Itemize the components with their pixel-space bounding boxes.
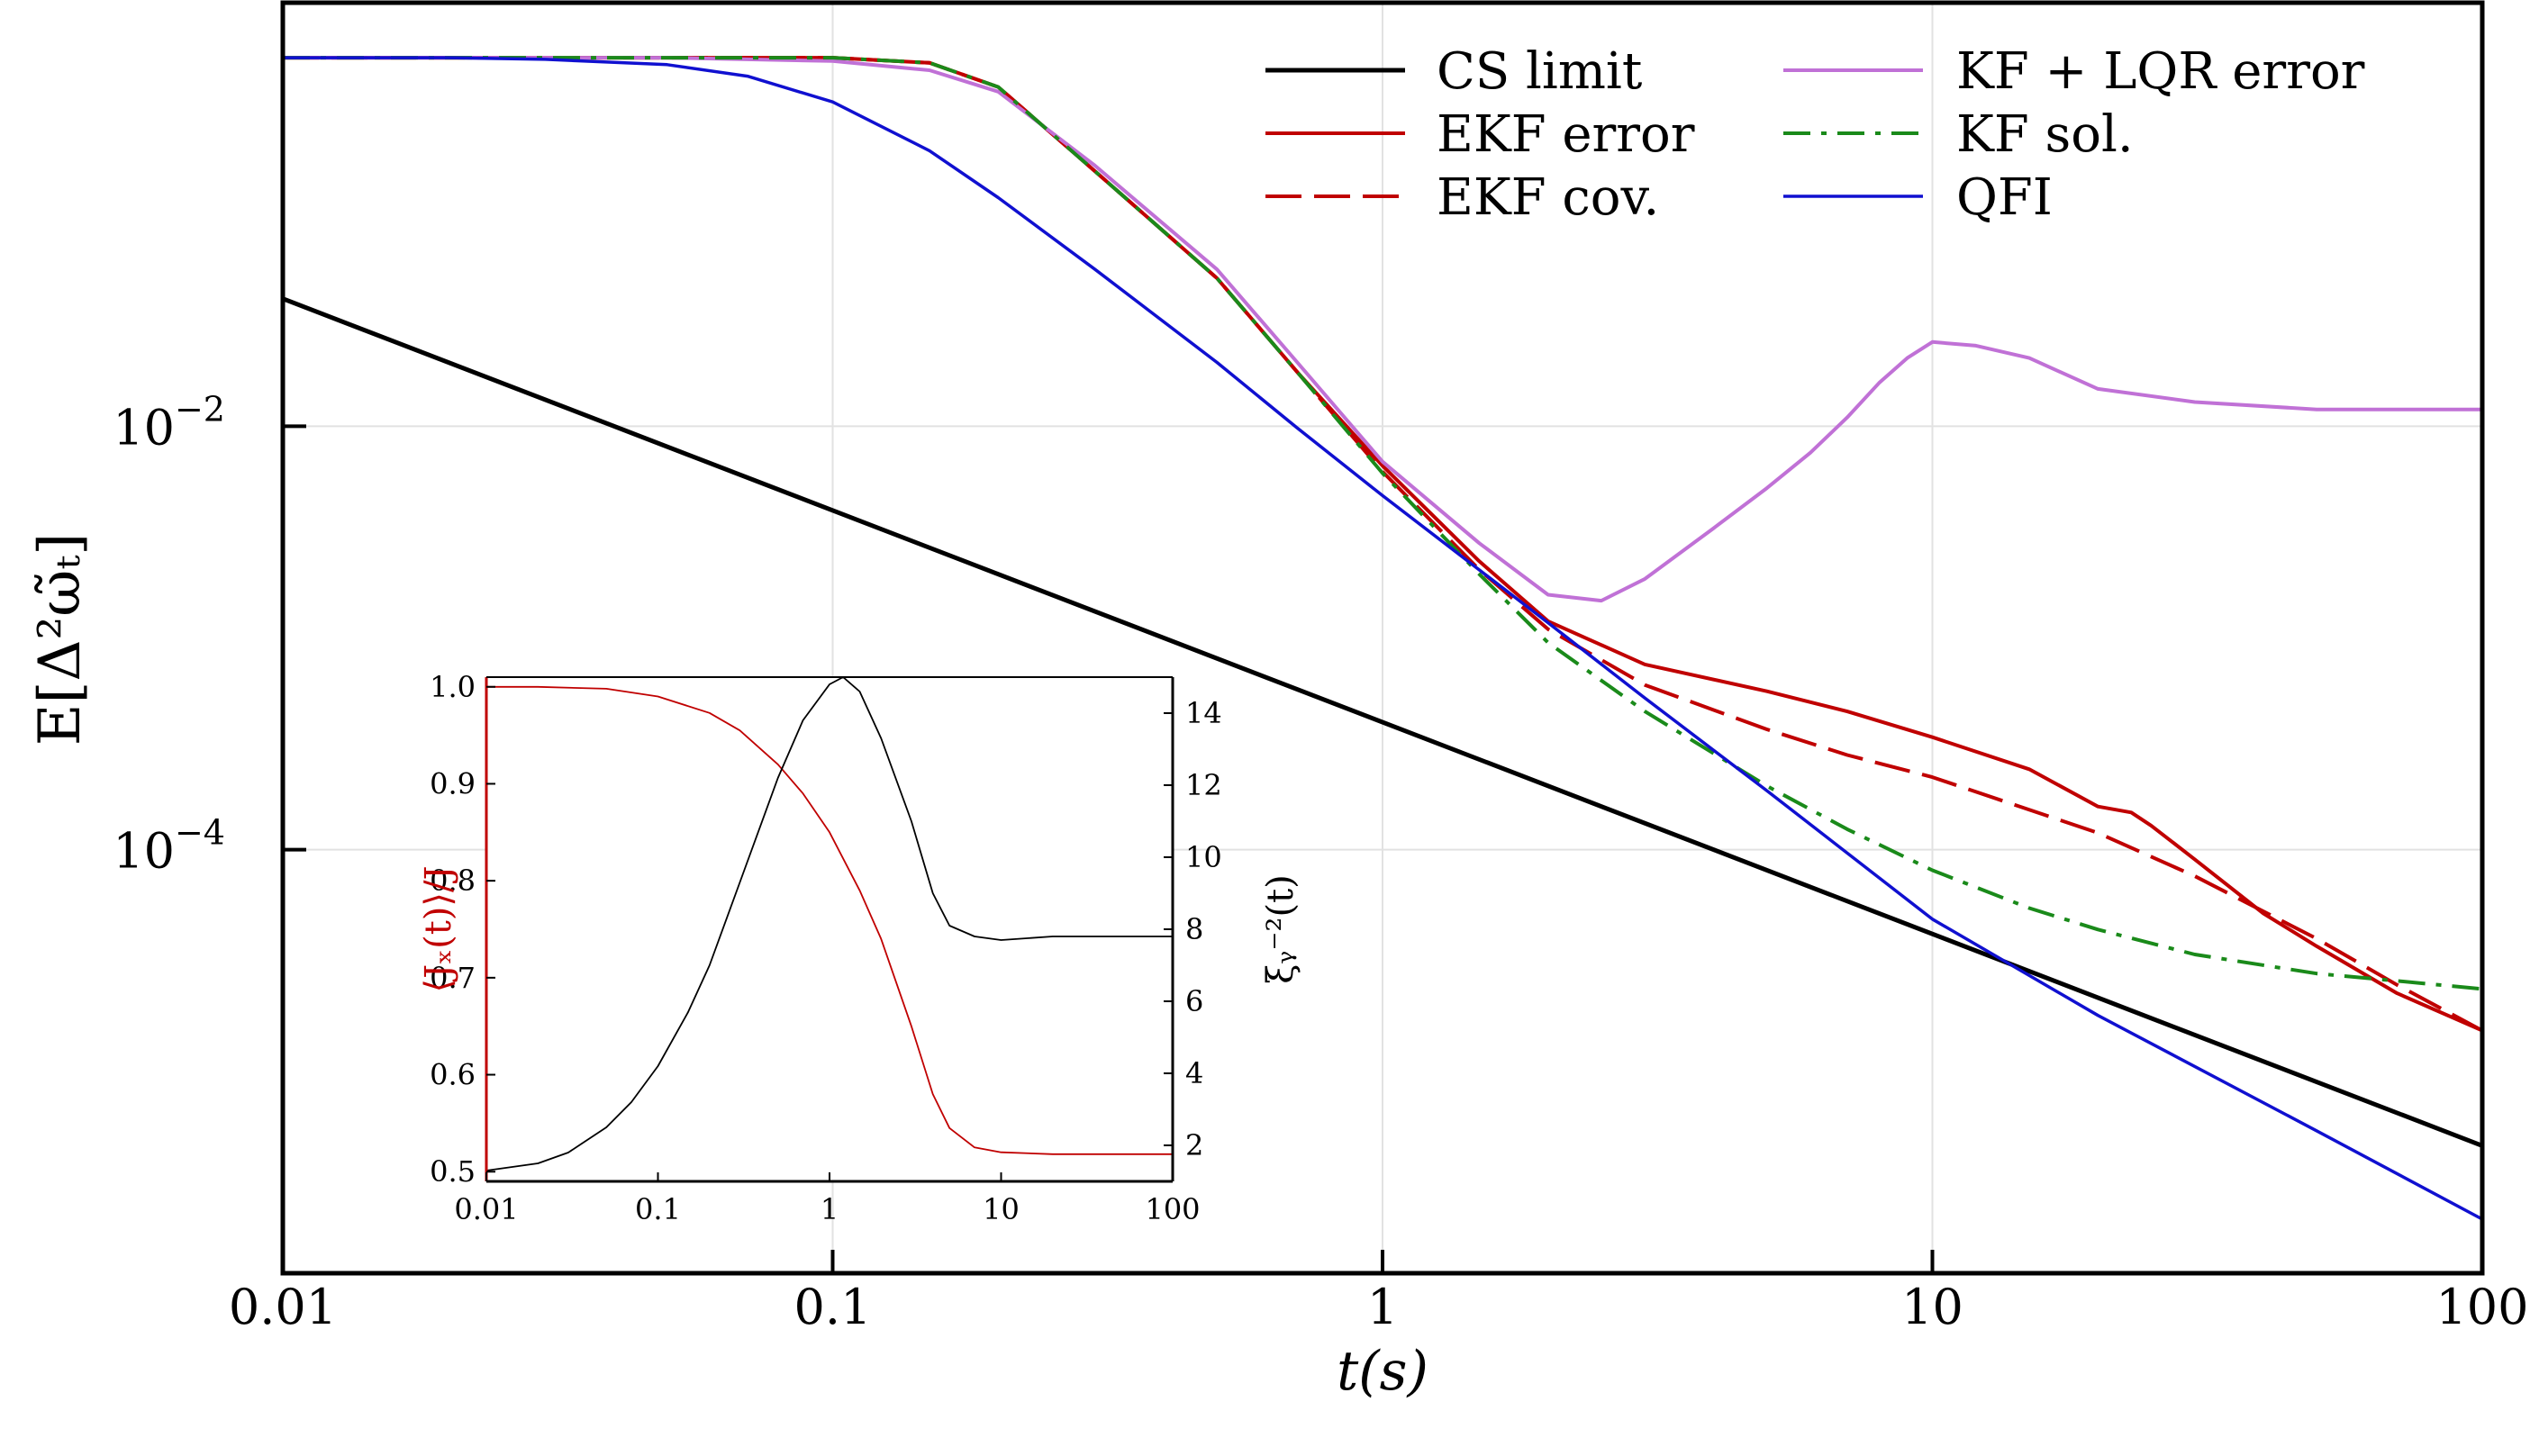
inset-right-tick-label: 2 — [1185, 1128, 1203, 1162]
inset-left-tick-label: 0.5 — [430, 1154, 476, 1189]
inset-plot: 0.01 0.1 1 10 100 0.5 0.6 0.7 0.8 0.9 1.0 2 4 6 8 10 1… — [418, 670, 1301, 1226]
inset-series-line-right — [485, 676, 1173, 1171]
main-x-tick-label: 0.01 — [229, 1279, 337, 1335]
inset-left-tick-label: 0.8 — [430, 864, 476, 898]
inset-x-tick-label: 10 — [983, 1192, 1020, 1226]
legend-label-kf-sol: KF sol. — [1956, 105, 2134, 164]
main-y-tick-base: 10 — [113, 399, 175, 456]
inset-left-tick-label: 0.7 — [430, 961, 476, 995]
main-y-axis-label: E[Δ²ω̃ₜ] — [27, 533, 94, 746]
main-series — [282, 56, 2483, 1221]
main-x-ticks: 0.01 0.1 1 10 100 — [229, 1250, 2529, 1335]
inset-right-tick-label: 4 — [1185, 1056, 1203, 1090]
legend-label-cs-limit: CS limit — [1437, 42, 1643, 101]
main-y-tick-base: 10 — [113, 823, 175, 880]
inset-right-tick-label: 10 — [1185, 840, 1222, 874]
inset-x-tick-label: 100 — [1145, 1192, 1200, 1226]
main-y-tick-exponent: −4 — [175, 813, 225, 853]
inset-x-tick-label: 0.01 — [454, 1192, 518, 1226]
inset-left-tick-label: 0.9 — [430, 766, 476, 800]
inset-left-tick-label: 0.6 — [430, 1058, 476, 1092]
inset-left-ticks: 0.5 0.6 0.7 0.8 0.9 1.0 — [430, 670, 495, 1189]
main-x-tick-label: 0.1 — [794, 1279, 872, 1335]
main-y-ticks: 10−210−4 — [113, 389, 306, 880]
inset-right-tick-label: 12 — [1185, 768, 1222, 802]
main-x-tick-label: 100 — [2435, 1279, 2528, 1335]
inset-right-axis-label: ξᵧ⁻²(t) — [1260, 874, 1301, 984]
series-line-kf-lqr-error — [283, 56, 2482, 603]
inset-left-tick-label: 1.0 — [430, 670, 476, 704]
inset-right-tick-label: 8 — [1185, 912, 1203, 946]
legend-label-kf-lqr-error: KF + LQR error — [1956, 42, 2365, 101]
inset-series — [485, 676, 1173, 1171]
inset-right-tick-label: 6 — [1185, 984, 1203, 1018]
series-line-qfi — [283, 56, 2483, 1221]
series-line-cs-limit — [282, 296, 2483, 1148]
main-y-tick-exponent: −2 — [175, 389, 225, 429]
main-y-tick-label: 10−2 — [113, 389, 225, 456]
main-plot: 0.01 0.1 1 10 100 10−210−4 t(s) E[Δ²ω̃ₜ] CS … — [27, 0, 2529, 1403]
inset-left-axis-label: ⟨Jₓ(t)⟩/J — [418, 866, 459, 993]
legend-label-qfi: QFI — [1956, 168, 2053, 227]
inset-x-tick-label: 1 — [821, 1192, 839, 1226]
main-y-tick-label: 10−4 — [113, 813, 225, 880]
series-line-kf-sol — [283, 56, 2483, 991]
inset-series-line-left — [486, 685, 1173, 1155]
inset-x-ticks: 0.01 0.1 1 10 100 — [454, 1172, 1201, 1226]
main-x-tick-label: 10 — [1901, 1279, 1963, 1335]
inset-right-ticks: 2 4 6 8 10 12 14 — [1164, 696, 1222, 1162]
main-x-axis-label: t(s) — [1337, 1340, 1428, 1403]
inset-background — [486, 677, 1173, 1181]
legend-label-ekf-cov: EKF cov. — [1437, 168, 1659, 227]
inset-x-tick-label: 0.1 — [635, 1192, 681, 1226]
legend-label-ekf-error: EKF error — [1437, 105, 1695, 164]
main-x-tick-label: 1 — [1367, 1279, 1398, 1335]
inset-right-tick-label: 14 — [1185, 696, 1222, 730]
